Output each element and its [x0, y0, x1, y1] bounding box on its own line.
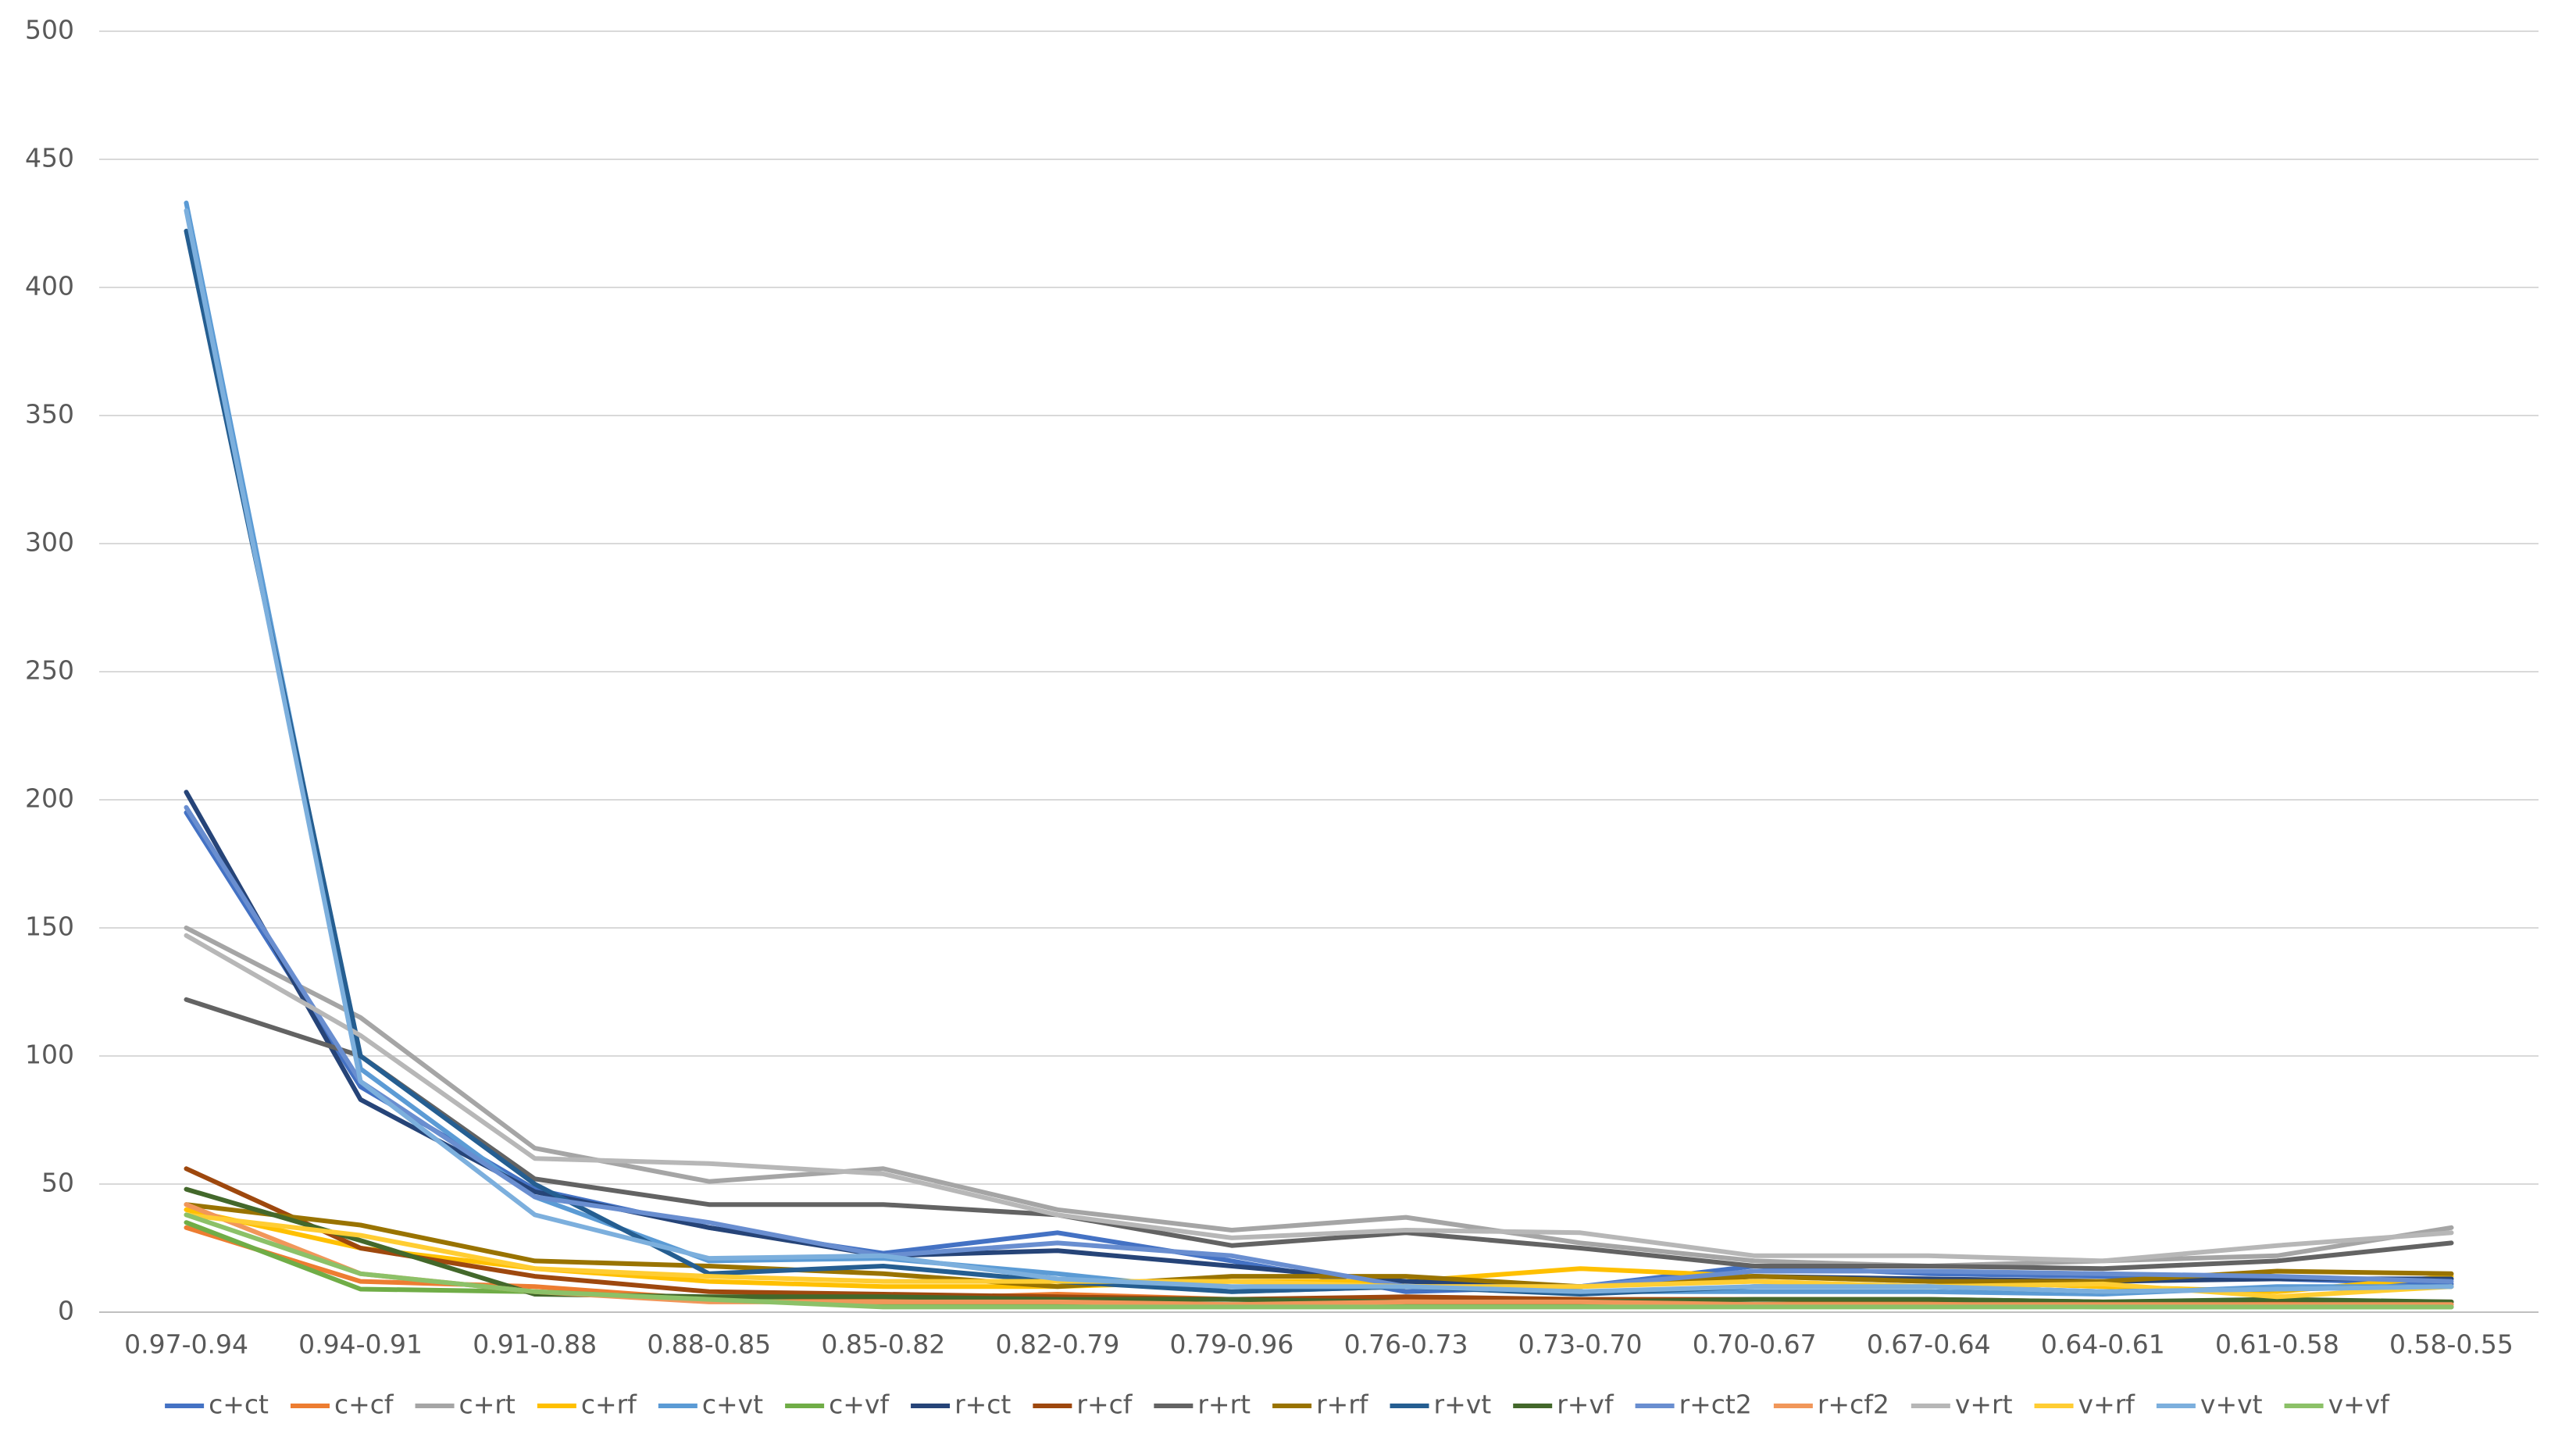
x-tick-label: 0.58-0.55: [2389, 1329, 2514, 1360]
legend-label: r+cf: [1076, 1389, 1133, 1420]
y-tick-label: 300: [25, 527, 74, 558]
y-tick-label: 400: [25, 271, 74, 301]
series-line: [184, 1212, 2454, 1310]
y-tick-label: 150: [25, 911, 74, 942]
y-tick-label: 100: [25, 1040, 74, 1070]
x-tick-label: 0.91-0.88: [473, 1329, 597, 1360]
series-line: [184, 997, 2454, 1272]
legend-label: c+vf: [829, 1389, 890, 1420]
legend-label: r+ct2: [1679, 1389, 1752, 1420]
y-tick-label: 500: [25, 15, 74, 45]
legend-item: r+cf2: [1773, 1389, 1889, 1420]
legend-label: v+vf: [2328, 1389, 2391, 1420]
legend-label: c+vt: [702, 1389, 763, 1420]
series-line: [184, 200, 2454, 1297]
y-tick-label: 450: [25, 143, 74, 173]
x-tick-label: 0.85-0.82: [821, 1329, 945, 1360]
legend-item: r+cf: [1033, 1389, 1133, 1420]
x-tick-label: 0.79-0.96: [1170, 1329, 1294, 1360]
legend-item: c+vt: [658, 1389, 763, 1420]
x-tick-label: 0.64-0.61: [2041, 1329, 2165, 1360]
series-line: [184, 926, 2454, 1268]
legend-item: c+vf: [785, 1389, 890, 1420]
legend-item: r+vt: [1390, 1389, 1492, 1420]
legend-label: r+vf: [1557, 1389, 1614, 1420]
series-line: [184, 1202, 2454, 1290]
series-line: [184, 810, 2454, 1294]
x-tick-label: 0.61-0.58: [2215, 1329, 2339, 1360]
x-tick-label: 0.70-0.67: [1693, 1329, 1817, 1360]
x-tick-label: 0.67-0.64: [1867, 1329, 1991, 1360]
legend-item: v+rf: [2034, 1389, 2136, 1420]
x-tick-label: 0.76-0.73: [1344, 1329, 1468, 1360]
legend-label: v+vt: [2200, 1389, 2263, 1420]
x-tick-label: 0.97-0.94: [124, 1329, 248, 1360]
y-tick-label: 250: [25, 655, 74, 686]
legend-item: c+rf: [537, 1389, 637, 1420]
legend-item: c+cf: [290, 1389, 394, 1420]
x-tick-label: 0.94-0.91: [298, 1329, 423, 1360]
y-tick-label: 50: [41, 1168, 74, 1198]
legend-item: c+rt: [415, 1389, 516, 1420]
legend-label: r+vt: [1434, 1389, 1492, 1420]
legend-label: r+rt: [1197, 1389, 1251, 1420]
legend-item: r+ct: [911, 1389, 1011, 1420]
legend-item: v+vt: [2156, 1389, 2263, 1420]
legend-item: r+rt: [1154, 1389, 1251, 1420]
series-line: [184, 1212, 2454, 1300]
legend-label: r+ct: [954, 1389, 1011, 1420]
legend-label: r+rf: [1316, 1389, 1369, 1420]
series-line: [184, 208, 2454, 1294]
x-tick-label: 0.88-0.85: [647, 1329, 771, 1360]
legend-label: v+rt: [1955, 1389, 2013, 1420]
series-line: [184, 790, 2454, 1290]
legend-label: c+ct: [209, 1389, 269, 1420]
legend-label: c+rf: [581, 1389, 637, 1420]
legend-item: r+rf: [1272, 1389, 1369, 1420]
legend-item: r+ct2: [1635, 1389, 1752, 1420]
legend-label: c+cf: [334, 1389, 394, 1420]
legend-item: c+ct: [165, 1389, 269, 1420]
x-tick-label: 0.73-0.70: [1518, 1329, 1643, 1360]
legend-label: v+rf: [2078, 1389, 2136, 1420]
y-tick-label: 350: [25, 399, 74, 430]
legend-label: c+rt: [459, 1389, 516, 1420]
y-tick-label: 0: [58, 1296, 74, 1326]
series-line: [184, 804, 2454, 1290]
legend-item: v+vf: [2284, 1389, 2391, 1420]
x-tick-label: 0.82-0.79: [995, 1329, 1119, 1360]
series-line: [184, 933, 2454, 1264]
series-line: [184, 228, 2454, 1297]
legend-label: r+cf2: [1818, 1389, 1889, 1420]
legend-item: v+rt: [1911, 1389, 2013, 1420]
y-tick-label: 200: [25, 783, 74, 814]
legend-item: r+vf: [1513, 1389, 1614, 1420]
